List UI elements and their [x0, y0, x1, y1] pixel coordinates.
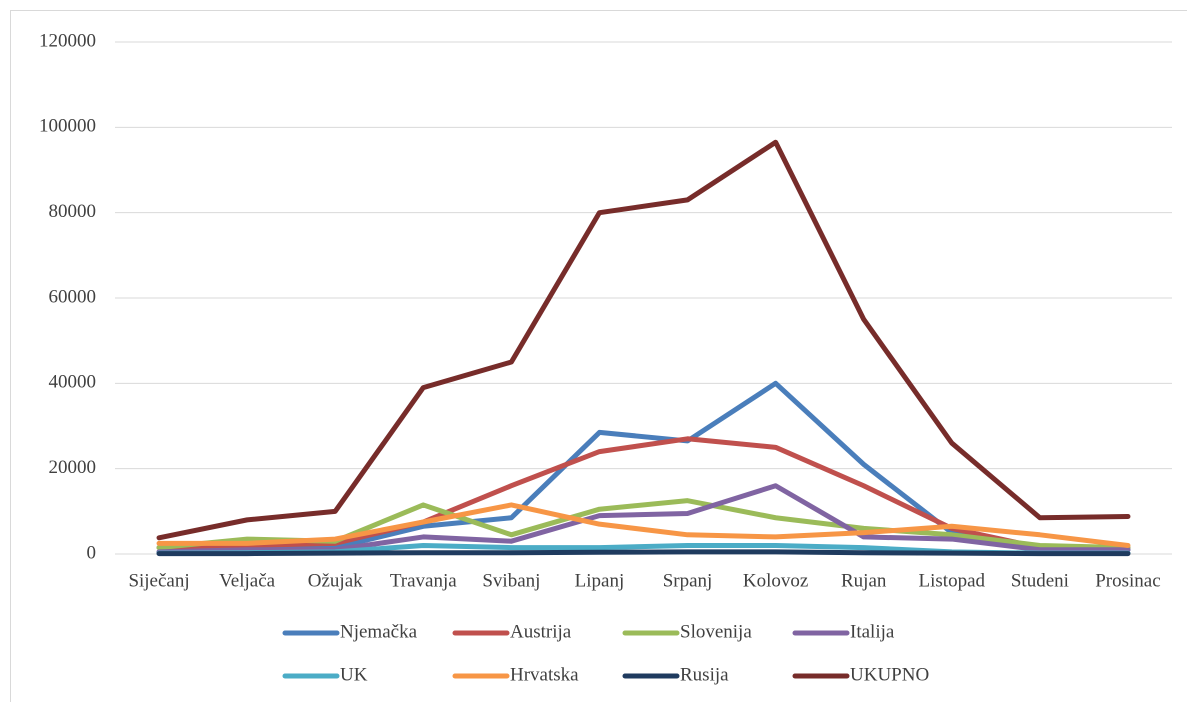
y-tick-label: 20000 [49, 457, 97, 478]
series-line [156, 549, 1131, 557]
y-tick-label: 40000 [49, 372, 97, 393]
legend-label: Hrvatska [510, 664, 579, 685]
legend-label: Slovenija [680, 621, 752, 642]
chart-frame [10, 10, 1187, 702]
legend-label: UK [340, 664, 368, 685]
y-tick-label: 120000 [39, 30, 96, 51]
x-tick-label: Siječanj [128, 570, 189, 591]
series-line [156, 436, 1131, 551]
series-line [156, 502, 1131, 548]
y-tick-label: 0 [87, 542, 97, 563]
x-tick-label: Prosinac [1095, 570, 1160, 591]
x-tick-label: Kolovoz [743, 570, 808, 591]
y-tick-label: 60000 [49, 286, 97, 307]
x-tick-label: Lipanj [575, 570, 625, 591]
x-tick-label: Veljača [219, 570, 275, 591]
legend-label: Austrija [510, 621, 572, 642]
x-tick-label: Svibanj [482, 570, 540, 591]
y-tick-label: 80000 [49, 201, 97, 222]
legend-label: UKUPNO [850, 664, 929, 685]
legend-label: Njemačka [340, 621, 418, 642]
legend-label: Rusija [680, 664, 729, 685]
x-tick-label: Ožujak [308, 570, 363, 591]
legend-label: Italija [850, 621, 895, 642]
x-tick-label: Studeni [1011, 570, 1069, 591]
x-tick-label: Listopad [919, 570, 986, 591]
y-tick-label: 100000 [39, 116, 96, 137]
x-tick-label: Srpanj [663, 570, 713, 591]
series-line [156, 139, 1131, 541]
x-tick-label: Rujan [841, 570, 887, 591]
x-tick-label: Travanja [390, 570, 457, 591]
